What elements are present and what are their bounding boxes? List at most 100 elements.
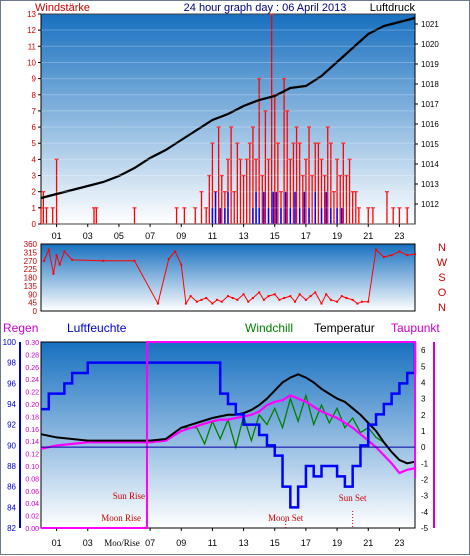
direction-tick-label: 315 (24, 248, 38, 257)
humidity-tick-label: 90 (7, 441, 16, 450)
wind-tick-label: 0 (32, 220, 37, 229)
pressure-tick-label: 1017 (421, 100, 439, 109)
wind-tick-label: 2 (32, 188, 37, 197)
hour-tick-label: 07 (145, 538, 155, 548)
hour-tick-label: 03 (83, 538, 93, 548)
wind-tick-label: 10 (27, 58, 36, 67)
wind-direction-point (211, 302, 214, 305)
wind-direction-point (262, 298, 265, 301)
hour-tick-label: 13 (239, 538, 249, 548)
wind-tick-label: 6 (32, 123, 37, 132)
rain-tick-label: 0.24 (25, 377, 39, 384)
wind-direction-point (340, 295, 343, 298)
wind-axis-title: Windstärke (35, 2, 90, 14)
wind-direction-point (309, 295, 312, 298)
wind-direction-point (351, 298, 354, 301)
wind-direction-point (55, 254, 58, 257)
humidity-tick-label: 86 (7, 483, 16, 492)
rain-tick-label: 0.14 (25, 439, 39, 446)
wind-direction-point (390, 254, 393, 257)
wind-direction-point (325, 293, 328, 296)
rain-tick-label: 0.20 (25, 402, 39, 409)
compass-label: O (438, 287, 447, 299)
pressure-tick-label: 1015 (421, 140, 439, 149)
humidity-tick-label: 96 (7, 379, 16, 388)
hour-tick-label: 23 (394, 231, 404, 241)
wind-tick-label: 3 (32, 172, 37, 181)
direction-tick-label: 90 (28, 290, 37, 299)
moon-set-label: Moon Set (268, 513, 304, 523)
direction-tick-label: 225 (24, 265, 38, 274)
hour-tick-label: 15 (270, 231, 280, 241)
hour-tick-label: 23 (394, 538, 404, 548)
legend-regen: Regen (3, 321, 38, 335)
wind-direction-point (180, 263, 183, 266)
wind-tick-label: 1 (32, 204, 37, 213)
wind-direction-point (375, 248, 378, 251)
rain-tick-label: 0.28 (25, 352, 39, 359)
rain-tick-label: 0.18 (25, 414, 39, 421)
hour-tick-label: 07 (145, 231, 155, 241)
humidity-tick-label: 100 (3, 338, 17, 347)
temp-tick-label: -3 (421, 492, 429, 501)
direction-tick-label: 270 (24, 257, 38, 266)
rain-tick-label: 0.04 (25, 501, 39, 508)
pressure-tick-label: 1014 (421, 160, 439, 169)
wind-direction-point (231, 296, 234, 299)
direction-tick-label: 0 (33, 307, 38, 316)
temp-tick-label: 2 (421, 411, 426, 420)
wind-direction-point (273, 293, 276, 296)
wind-direction-point (200, 298, 203, 301)
wind-direction-point (258, 291, 261, 294)
hour-tick-label: 03 (83, 231, 93, 241)
temp-tick-label: 1 (421, 427, 426, 436)
temperature-line (40, 373, 416, 465)
wind-direction-point (174, 250, 177, 253)
wind-direction-point (345, 296, 348, 299)
humidity-tick-label: 92 (7, 421, 16, 430)
wind-direction-point (367, 300, 370, 303)
wind-tick-label: 9 (32, 75, 37, 84)
wind-tick-label: 11 (28, 42, 37, 51)
legend-taupunkt: Taupunkt (391, 321, 440, 335)
sun-rise-label: Sun Rise (113, 491, 145, 501)
wind-direction-point (414, 253, 416, 256)
wind-tick-label: 4 (32, 155, 37, 164)
wind-direction-point (58, 263, 61, 266)
pressure-tick-label: 1019 (421, 60, 439, 69)
wind-direction-point (289, 295, 292, 298)
wind-direction-point (336, 300, 339, 303)
wind-direction-point (267, 295, 270, 298)
rain-tick-label: 0.10 (25, 464, 39, 471)
rain-tick-label: 0.00 (25, 526, 39, 533)
wind-pressure-axes: 0123456789101112131012101310141015101610… (27, 10, 439, 241)
wind-direction-point (184, 302, 187, 305)
wind-direction-point (43, 259, 46, 262)
rain-tick-label: 0.22 (25, 390, 39, 397)
wind-tick-label: 12 (27, 26, 36, 35)
wind-direction-point (398, 250, 401, 253)
pressure-tick-label: 1018 (421, 80, 439, 89)
temp-tick-label: -4 (421, 508, 429, 517)
rain-tick-label: 0.02 (25, 514, 39, 521)
pressure-tick-label: 1020 (421, 40, 439, 49)
compass-label: N (438, 242, 446, 254)
temp-tick-label: -5 (421, 524, 429, 533)
wind-direction-point (298, 293, 301, 296)
sun-set-label: Sun Set (339, 493, 367, 503)
wind-direction-point (227, 295, 229, 298)
hour-tick-label: 11 (208, 231, 217, 241)
wind-tick-label: 13 (27, 10, 36, 19)
wind-direction-point (47, 248, 50, 251)
moon-rise-label: Moon Rise (101, 513, 141, 523)
wind-direction-point (361, 300, 364, 303)
wind-tick-label: 7 (32, 107, 37, 116)
temp-tick-label: 0 (421, 443, 426, 452)
wind-direction-point (320, 302, 323, 305)
wind-direction-point (52, 272, 55, 275)
wind-direction-point (216, 298, 219, 301)
humidity-line (41, 342, 417, 509)
